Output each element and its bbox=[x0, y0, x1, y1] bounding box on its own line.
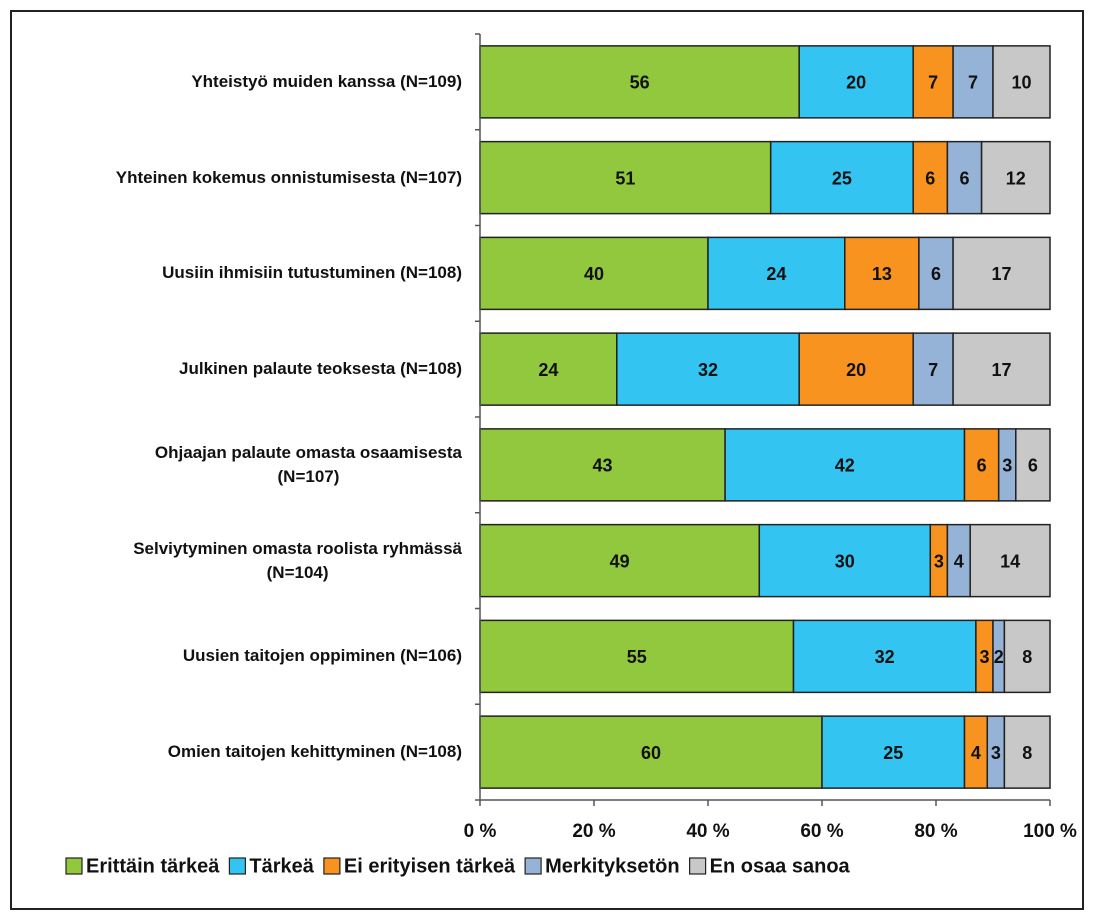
value-label: 32 bbox=[875, 647, 895, 667]
bar-segment bbox=[479, 236, 709, 311]
bar-segment bbox=[616, 332, 800, 406]
frame bbox=[10, 10, 1084, 910]
category-label: Julkinen palaute teoksesta (N=108) bbox=[179, 359, 462, 379]
value-label: 8 bbox=[1022, 647, 1032, 667]
x-tick-label: 80 % bbox=[914, 821, 957, 842]
value-label: 6 bbox=[959, 168, 969, 188]
bar-segment bbox=[479, 523, 761, 598]
value-label: 7 bbox=[928, 73, 938, 93]
bar-segment bbox=[769, 140, 914, 215]
value-label: 3 bbox=[991, 743, 1001, 763]
value-label: 49 bbox=[610, 551, 630, 571]
bar-segment bbox=[844, 236, 920, 311]
bar-segment bbox=[479, 619, 795, 694]
value-label: 30 bbox=[835, 551, 855, 571]
value-label: 51 bbox=[615, 168, 635, 188]
value-label: 25 bbox=[883, 743, 903, 763]
value-label: 40 bbox=[584, 264, 604, 284]
value-label: 14 bbox=[1000, 551, 1020, 571]
legend-label: Ei erityisen tärkeä bbox=[344, 855, 516, 877]
bar-segment bbox=[707, 236, 846, 311]
legend-swatch bbox=[65, 857, 83, 875]
value-label: 43 bbox=[593, 456, 613, 476]
value-label: 60 bbox=[641, 743, 661, 763]
value-label: 3 bbox=[1002, 456, 1012, 476]
value-label: 55 bbox=[627, 647, 647, 667]
category-label: Ohjaajan palaute omasta osaamisesta (N=1… bbox=[154, 442, 462, 486]
value-label: 4 bbox=[971, 743, 981, 763]
bar-segment bbox=[758, 523, 932, 598]
category-label: Selviytyminen omasta roolista ryhmässä (… bbox=[133, 538, 462, 582]
x-tick-label: 20 % bbox=[572, 821, 615, 842]
bar-segment bbox=[798, 332, 914, 406]
value-label: 7 bbox=[968, 73, 978, 93]
value-label: 20 bbox=[846, 73, 866, 93]
legend-label: Tärkeä bbox=[249, 855, 314, 877]
value-label: 13 bbox=[872, 264, 892, 284]
bar-segment bbox=[479, 140, 772, 215]
bar-segment bbox=[912, 332, 954, 406]
legend-swatch bbox=[228, 857, 246, 875]
category-label: Omien taitojen kehittyminen (N=108) bbox=[167, 742, 462, 762]
bar-segment bbox=[798, 45, 914, 119]
bar-segment bbox=[724, 428, 966, 502]
bar-segment bbox=[952, 236, 1051, 311]
bar-segment bbox=[479, 332, 618, 406]
value-label: 6 bbox=[1028, 456, 1038, 476]
bar-segment bbox=[946, 140, 983, 215]
value-label: 56 bbox=[630, 73, 650, 93]
bar-segment bbox=[479, 715, 823, 789]
value-label: 6 bbox=[931, 264, 941, 284]
value-label: 8 bbox=[1022, 743, 1032, 763]
value-label: 24 bbox=[766, 264, 786, 284]
bar-segment bbox=[912, 140, 949, 215]
value-label: 24 bbox=[538, 360, 558, 380]
value-label: 3 bbox=[934, 551, 944, 571]
bar-segment bbox=[980, 140, 1051, 215]
value-label: 3 bbox=[979, 647, 989, 667]
value-label: 7 bbox=[928, 360, 938, 380]
bar-segment bbox=[792, 619, 977, 694]
value-label: 25 bbox=[832, 168, 852, 188]
value-label: 10 bbox=[1011, 73, 1031, 93]
bar-segment bbox=[992, 45, 1051, 119]
bar-segment bbox=[918, 236, 954, 311]
legend-label: En osaa sanoa bbox=[710, 855, 851, 877]
category-label: Uusien taitojen oppiminen (N=106) bbox=[182, 646, 462, 666]
x-tick-label: 40 % bbox=[686, 821, 729, 842]
legend-swatch bbox=[524, 857, 542, 875]
x-tick-label: 60 % bbox=[800, 821, 843, 842]
legend-label: Erittäin tärkeä bbox=[86, 855, 220, 877]
bar-segment bbox=[969, 523, 1051, 598]
bar-segment bbox=[952, 332, 1051, 406]
value-label: 42 bbox=[835, 456, 855, 476]
legend-swatch bbox=[323, 857, 341, 875]
value-label: 2 bbox=[994, 647, 1004, 667]
category-label: Uusiin ihmisiin tutustuminen (N=108) bbox=[162, 263, 462, 283]
bar-segment bbox=[479, 45, 800, 119]
value-label: 20 bbox=[846, 360, 866, 380]
category-label: Yhteistyö muiden kanssa (N=109) bbox=[191, 71, 462, 91]
value-label: 4 bbox=[954, 551, 964, 571]
bar-segment bbox=[1003, 715, 1051, 789]
legend-label: Merkityksetön bbox=[545, 855, 680, 877]
category-label: Yhteinen kokemus onnistumisesta (N=107) bbox=[115, 167, 462, 187]
value-label: 17 bbox=[992, 360, 1012, 380]
value-label: 12 bbox=[1006, 168, 1026, 188]
bar-segment bbox=[1015, 428, 1051, 502]
bar-segment bbox=[963, 428, 1000, 502]
bar-segment bbox=[1003, 619, 1051, 694]
x-tick-label: 100 % bbox=[1023, 821, 1077, 842]
value-label: 32 bbox=[698, 360, 718, 380]
x-tick-label: 0 % bbox=[464, 821, 497, 842]
legend-swatch bbox=[689, 857, 707, 875]
value-label: 17 bbox=[992, 264, 1012, 284]
bar-segment bbox=[912, 45, 954, 119]
bar-segment bbox=[821, 715, 966, 789]
bar-segment bbox=[479, 428, 726, 502]
value-label: 6 bbox=[925, 168, 935, 188]
value-label: 6 bbox=[977, 456, 987, 476]
